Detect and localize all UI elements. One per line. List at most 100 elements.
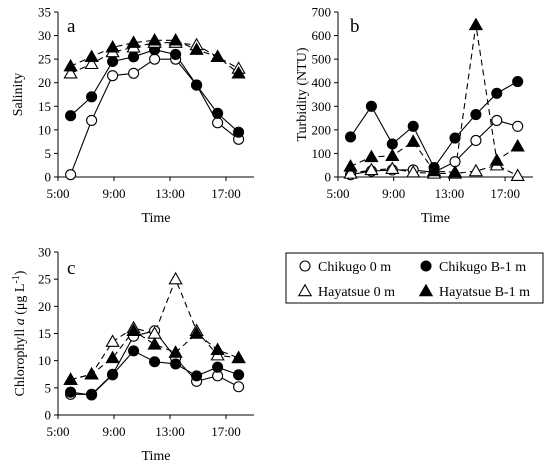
legend-marker: [418, 283, 434, 297]
x-axis-label: Time: [141, 449, 170, 464]
data-point: [212, 117, 224, 129]
x-tick-label: 17:00: [211, 424, 241, 439]
series-line-4: [350, 24, 518, 173]
data-point: [343, 159, 358, 172]
data-point: [170, 358, 182, 370]
y-tick-label: 700: [312, 5, 332, 20]
panel-label: b: [350, 16, 360, 37]
data-point: [149, 53, 161, 65]
data-point: [447, 164, 463, 178]
x-tick-label: 13:00: [155, 424, 185, 439]
data-point: [212, 107, 224, 119]
x-axis-label: Time: [141, 211, 170, 226]
panel-b: 0 100 200 300 400 500 600 700 5:00 9:00 13:00 17:00…: [295, 5, 533, 226]
data-point: [86, 91, 98, 103]
y-axis-label-italic: a: [13, 318, 28, 325]
data-point: [168, 345, 183, 358]
data-point: [105, 40, 120, 53]
data-point: [210, 49, 225, 62]
data-point: [386, 138, 398, 150]
y-tick-label: 0: [45, 408, 52, 423]
data-point: [84, 49, 99, 62]
x-tick-label: 9:00: [102, 186, 125, 201]
data-point: [470, 108, 482, 121]
data-point: [107, 369, 119, 381]
y-axis-label-close: ): [13, 270, 28, 275]
legend-marker: [297, 283, 313, 297]
x-tick-label: 13:00: [435, 186, 465, 201]
series-line-4: [70, 330, 239, 381]
legend-label: Hayatsue 0 m: [318, 285, 395, 300]
data-point: [63, 58, 78, 72]
data-point: [510, 168, 525, 182]
y-axis-label-exponent: -1: [11, 275, 22, 283]
data-point: [65, 169, 77, 181]
x-tick-label: 9:00: [102, 424, 125, 439]
x-tick-label: 5:00: [326, 186, 349, 201]
y-tick-label: 20: [38, 75, 51, 90]
data-point: [449, 132, 461, 144]
legend-box: [285, 252, 544, 304]
data-point: [84, 56, 99, 70]
data-point: [168, 271, 183, 285]
data-point: [233, 126, 245, 138]
legend-label: Chikugo B-1 m: [439, 260, 526, 275]
y-axis-label-unit: (μg L: [13, 284, 28, 319]
y-tick-label: 25: [38, 52, 51, 67]
y-tick-label: 15: [38, 326, 51, 341]
data-point: [189, 326, 204, 339]
data-point: [128, 51, 140, 63]
data-point: [489, 153, 504, 166]
data-point: [107, 55, 119, 68]
data-point: [470, 134, 482, 147]
data-point: [491, 114, 503, 126]
data-point: [233, 369, 245, 381]
data-point: [84, 366, 99, 380]
y-tick-label: 15: [38, 99, 51, 114]
data-point: [191, 370, 203, 382]
y-tick-label: 5: [45, 380, 52, 395]
x-tick-label: 5:00: [46, 186, 69, 201]
data-point: [364, 162, 379, 176]
y-tick-label: 25: [38, 272, 51, 287]
data-point: [212, 361, 224, 373]
data-point: [344, 131, 357, 143]
data-point: [231, 65, 246, 79]
legend-marker: [420, 260, 432, 272]
data-point: [63, 65, 78, 79]
data-point: [86, 114, 98, 126]
y-tick-label: 5: [45, 146, 52, 161]
y-tick-label: 10: [38, 122, 51, 137]
x-tick-label: 9:00: [382, 186, 405, 201]
panel-label: c: [67, 258, 75, 279]
data-point: [65, 386, 77, 398]
data-point: [105, 350, 120, 364]
y-tick-label: 35: [38, 5, 51, 20]
y-tick-label: 0: [45, 170, 52, 185]
data-point: [191, 79, 203, 91]
panel-a: 0 5 10 15 20 25 30 35 5:00 9:00 13:00 17:00 Time Sali…: [11, 5, 254, 226]
data-point: [147, 337, 162, 350]
data-point: [510, 139, 525, 152]
y-axis-label: Turbidity (NTU): [295, 47, 310, 141]
y-axis-label: Salinity: [11, 73, 26, 117]
data-point: [343, 166, 358, 179]
data-point: [365, 100, 377, 112]
y-tick-label: 200: [312, 122, 332, 137]
data-point: [407, 120, 419, 132]
y-tick-label: 30: [38, 28, 51, 43]
y-tick-label: 10: [38, 353, 51, 368]
legend-marker: [299, 260, 311, 272]
y-tick-label: 300: [312, 99, 332, 114]
data-point: [210, 342, 225, 356]
data-point: [512, 120, 524, 132]
data-point: [170, 48, 182, 60]
data-point: [168, 32, 183, 46]
panel-label: a: [67, 16, 76, 37]
data-point: [147, 32, 162, 46]
data-point: [468, 17, 484, 31]
data-point: [63, 372, 78, 385]
data-point: [105, 334, 120, 347]
y-tick-label: 500: [312, 52, 332, 67]
